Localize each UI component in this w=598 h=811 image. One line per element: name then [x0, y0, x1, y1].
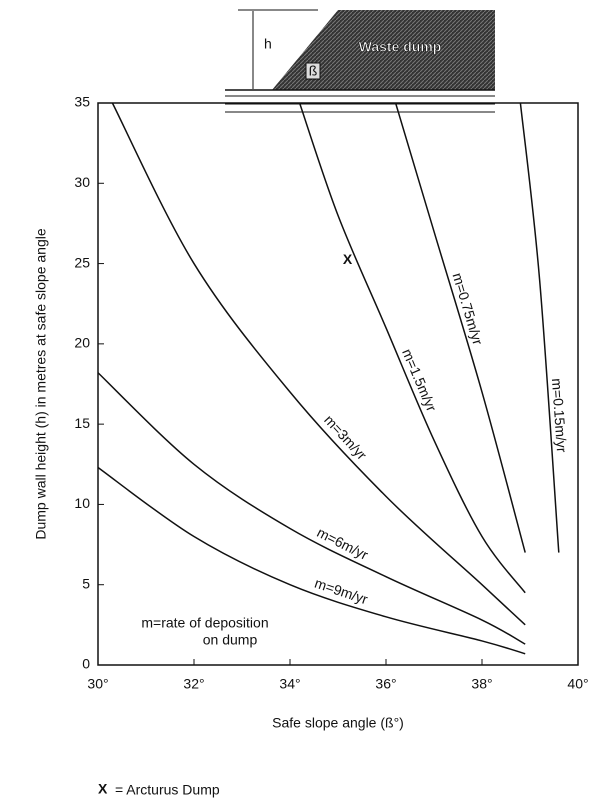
- y-tick-label: 10: [74, 495, 90, 511]
- angle-label: ß: [309, 63, 318, 79]
- marker: X: [343, 251, 353, 267]
- dump-shape: [272, 10, 495, 90]
- x-tick-label: 34°: [279, 676, 300, 692]
- curve-label: m=1.5m/yr: [399, 346, 440, 414]
- curve-label: m=0.75m/yr: [450, 271, 487, 347]
- annotation: on dump: [203, 632, 258, 648]
- height-label: h: [264, 36, 272, 52]
- annotation: m=rate of deposition: [141, 615, 268, 631]
- y-tick-label: 30: [74, 174, 90, 190]
- y-tick-label: 15: [74, 415, 90, 431]
- curve: [298, 102, 526, 594]
- curve: [111, 102, 526, 626]
- dump-label: Waste dump: [359, 39, 442, 55]
- curve-label: m=6m/yr: [315, 524, 371, 563]
- curve: [97, 466, 526, 655]
- x-tick-label: 32°: [183, 676, 204, 692]
- curve: [394, 102, 526, 553]
- curve: [97, 372, 526, 645]
- y-axis-title: Dump wall height (h) in metres at safe s…: [33, 228, 49, 539]
- chart: 0 5 10 15 20 25 30 35 30° 32° 34° 36° 38° 40° Safe slo…: [33, 94, 589, 798]
- y-tick-label: 25: [74, 254, 90, 270]
- y-tick-label: 0: [82, 656, 90, 672]
- y-tick-label: 20: [74, 335, 90, 351]
- y-tick-label: 5: [82, 575, 90, 591]
- curve-label: m=0.15m/yr: [549, 378, 570, 454]
- x-tick-label: 40°: [567, 676, 588, 692]
- footnote-text: = Arcturus Dump: [115, 782, 220, 798]
- y-tick-label: 35: [74, 94, 90, 110]
- x-axis-title: Safe slope angle (ß°): [272, 715, 404, 731]
- curve: [519, 102, 560, 553]
- footnote-symbol: X: [98, 781, 108, 797]
- x-tick-label: 36°: [375, 676, 396, 692]
- x-tick-label: 30°: [87, 676, 108, 692]
- x-tick-label: 38°: [471, 676, 492, 692]
- plot-frame: [97, 102, 579, 666]
- slope-diagram: h ß Waste dump: [225, 9, 495, 113]
- angle-box: [305, 62, 321, 80]
